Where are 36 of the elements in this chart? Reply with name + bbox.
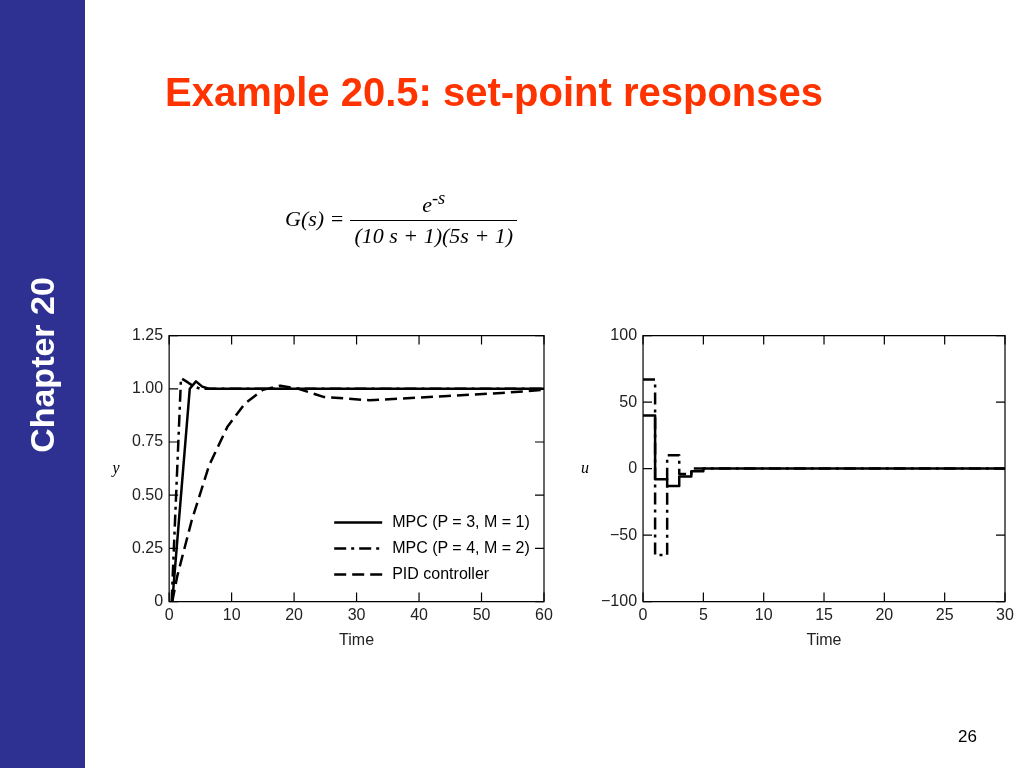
x-tick-label: 60 xyxy=(535,605,553,623)
y-tick-label: −50 xyxy=(609,525,638,543)
y-tick-label: 0 xyxy=(154,592,164,610)
y-tick-label: 1.00 xyxy=(132,379,164,397)
x-tick-label: 20 xyxy=(875,605,894,623)
legend-label: MPC (P = 3, M = 1) xyxy=(392,513,530,531)
x-tick-label: 5 xyxy=(698,605,708,623)
y-tick-label: 100 xyxy=(610,326,638,344)
x-tick-label: 30 xyxy=(347,605,366,623)
text: 26 xyxy=(958,727,977,747)
y-tick-label: 0.50 xyxy=(132,485,164,503)
x-tick-label: 50 xyxy=(472,605,491,623)
x-axis-title: Time xyxy=(339,630,375,648)
x-tick-label: 30 xyxy=(996,605,1014,623)
text: (10 s + 1)(5s + 1) xyxy=(350,220,518,250)
y-tick-label: 50 xyxy=(619,392,638,410)
sidebar: Chapter 20 xyxy=(0,0,85,768)
text: e$^{-s}$ xyxy=(421,188,447,220)
legend-label: MPC (P = 4, M = 2) xyxy=(392,539,530,557)
y-tick-label: 0.75 xyxy=(132,432,164,450)
x-tick-label: 20 xyxy=(285,605,304,623)
text: G(s) = xyxy=(285,205,345,232)
y-tick-label: 0 xyxy=(628,459,638,477)
y-axis-title: u xyxy=(581,458,589,476)
y-axis-title: y xyxy=(110,458,121,477)
x-tick-label: 10 xyxy=(222,605,241,623)
x-axis-title: Time xyxy=(806,630,842,648)
chart-title: Example 20.5: set-point responses xyxy=(165,70,824,115)
y-tick-label: 0.25 xyxy=(132,538,164,556)
y-tick-label: 1.25 xyxy=(132,326,164,344)
legend-label: PID controller xyxy=(392,565,490,583)
x-tick-label: 15 xyxy=(815,605,834,623)
x-tick-label: 10 xyxy=(754,605,773,623)
x-tick-label: 25 xyxy=(935,605,954,623)
x-tick-label: 40 xyxy=(410,605,429,623)
y-tick-label: −100 xyxy=(600,592,638,610)
